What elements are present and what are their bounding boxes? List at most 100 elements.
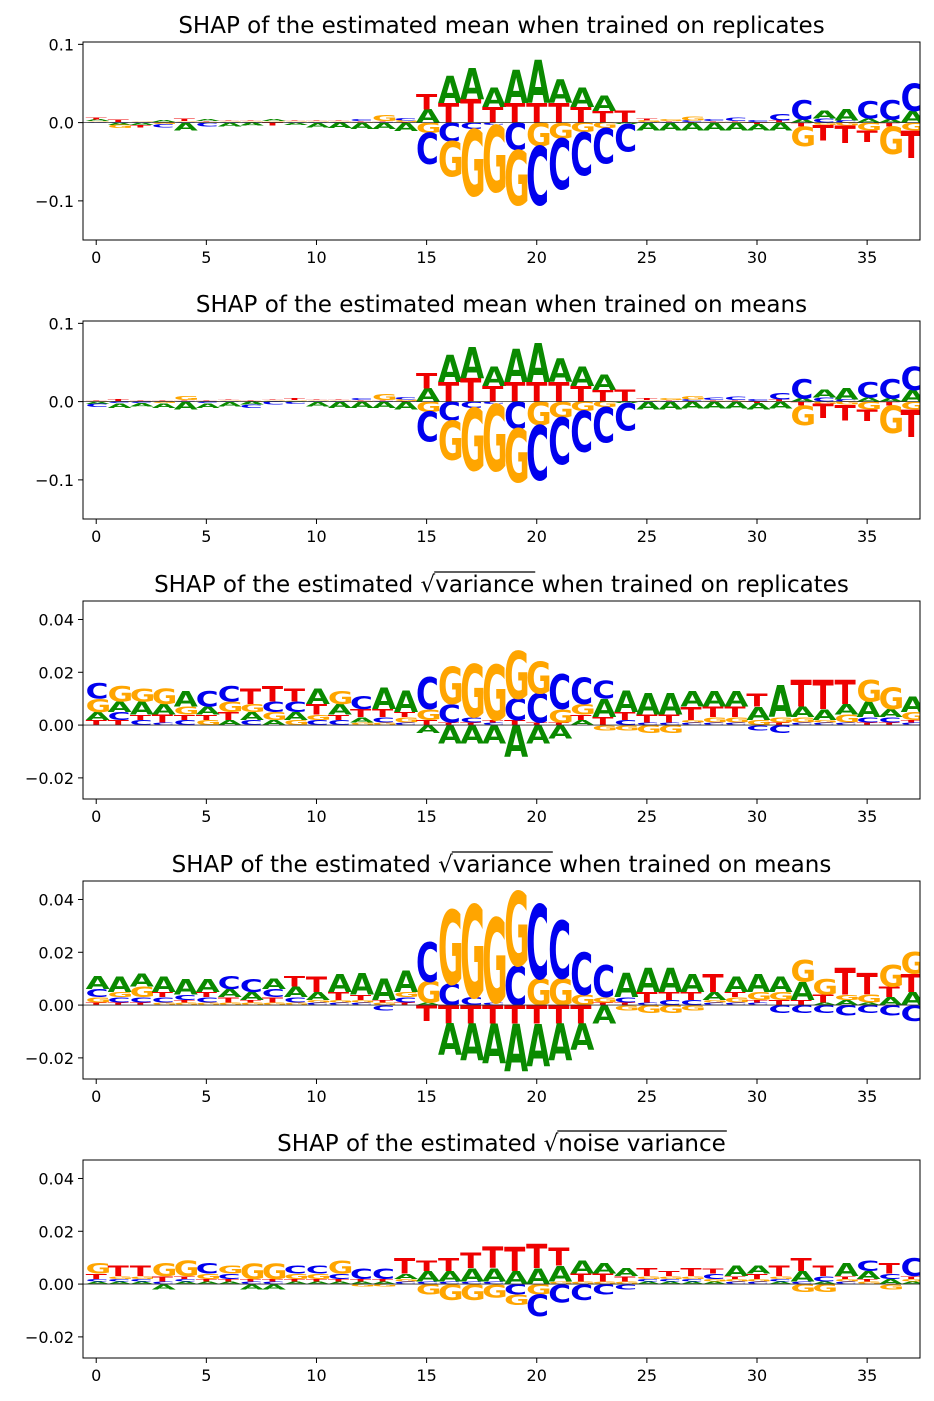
logo-letter-T-pos2: T — [130, 124, 151, 128]
logo-letter-C-pos36: C — [879, 95, 902, 126]
logo-letter-A-pos24: A — [614, 401, 638, 403]
logo-letter-A-pos24: A — [614, 686, 639, 720]
logo-panel-3: SHAP of the estimated √variance when tra… — [25, 571, 924, 826]
logo-letter-T-pos16: T — [438, 1000, 460, 1029]
logo-letter-C-pos20: C — [526, 131, 549, 225]
logo-letter-C-pos17: C — [460, 121, 483, 131]
logo-letter-T-pos32: T — [790, 673, 811, 715]
logo-letter-T-pos3: T — [152, 1275, 174, 1283]
logo-letter-A-pos16: A — [438, 1268, 462, 1285]
y-tick-label: 0.04 — [38, 1169, 74, 1188]
logo-letter-T-pos18: T — [482, 382, 504, 407]
logo-letter-C-pos27: C — [680, 999, 703, 1007]
x-tick-label: 35 — [857, 1087, 877, 1106]
logo-letter-A-pos18: A — [482, 82, 507, 113]
logo-letter-G-pos12: G — [350, 1283, 376, 1287]
logo-letter-C-pos0: C — [86, 1278, 109, 1282]
x-tick-label: 15 — [416, 1087, 436, 1106]
logo-letter-C-pos11: C — [328, 1002, 351, 1006]
logo-letter-A-pos7: A — [240, 710, 264, 723]
logo-letter-G-pos8: G — [262, 400, 288, 401]
logo-letter-T-pos0: T — [86, 719, 108, 727]
logo-letter-A-pos16: A — [438, 348, 462, 392]
logo-panel-2: SHAP of the estimated mean when trained … — [35, 292, 921, 546]
logo-letter-T-pos2: T — [130, 713, 152, 721]
logo-letter-T-pos24: T — [614, 1275, 636, 1283]
logo-letter-T-pos29: T — [724, 1276, 745, 1280]
logo-letter-G-pos36: G — [879, 120, 905, 164]
logo-letter-T-pos2: T — [130, 400, 151, 401]
logo-letter-A-pos35: A — [857, 397, 882, 403]
logo-letter-G-pos24: G — [614, 1004, 640, 1012]
logo-letter-G-pos22: G — [570, 399, 596, 414]
logo-letter-G-pos25: G — [636, 1276, 662, 1280]
logo-letter-C-pos34: C — [835, 120, 858, 124]
logo-letter-C-pos12: C — [350, 1265, 373, 1282]
logo-letter-T-pos21: T — [548, 98, 569, 129]
y-tick-label: 0.02 — [38, 663, 74, 682]
logo-letter-G-pos32: G — [790, 716, 816, 724]
logo-letter-T-pos27: T — [680, 990, 701, 1003]
logo-letter-C-pos10: C — [306, 1264, 329, 1277]
logo-letter-A-pos25: A — [636, 1281, 661, 1285]
logo-letter-G-pos19: G — [504, 136, 530, 224]
logo-letter-T-pos21: T — [548, 1000, 570, 1029]
logo-letter-A-pos30: A — [746, 402, 771, 412]
x-tick-label: 30 — [747, 248, 767, 267]
logo-letter-A-pos26: A — [658, 400, 682, 412]
logo-letter-T-pos16: T — [438, 722, 459, 726]
logo-letter-T-pos34: T — [835, 961, 856, 1003]
logo-letter-C-pos30: C — [746, 120, 769, 122]
logo-letter-A-pos11: A — [328, 1281, 353, 1285]
logo-letter-G-pos31: G — [768, 1276, 794, 1280]
logo-letter-A-pos36: A — [879, 1278, 904, 1286]
logo-letter-G-pos30: G — [746, 990, 772, 1003]
logo-letter-A-pos23: A — [592, 371, 616, 396]
logo-letter-A-pos34: A — [835, 384, 860, 403]
logo-letter-A-pos32: A — [790, 119, 815, 124]
logo-letter-A-pos5: A — [196, 705, 220, 718]
logo-letter-C-pos19: C — [504, 1281, 527, 1298]
logo-letter-C-pos37: C — [901, 722, 924, 726]
logo-letter-A-pos32: A — [790, 703, 814, 720]
logo-letter-T-pos20: T — [526, 1000, 548, 1029]
logo-letter-G-pos5: G — [196, 719, 222, 727]
logo-letter-A-pos14: A — [394, 120, 419, 134]
logo-letter-A-pos6: A — [218, 122, 243, 128]
logo-letter-G-pos33: G — [813, 975, 839, 1000]
logo-letter-A-pos30: A — [746, 1264, 770, 1277]
logo-letter-T-pos0: T — [86, 118, 107, 120]
logo-letter-C-pos29: C — [724, 722, 747, 726]
logo-letter-C-pos7: C — [240, 404, 263, 409]
logo-letter-A-pos5: A — [196, 119, 220, 121]
logo-letter-C-pos3: C — [152, 722, 175, 726]
logo-letter-A-pos1: A — [108, 402, 133, 409]
logo-letter-G-pos3: G — [152, 1259, 178, 1280]
logo-letter-T-pos29: T — [724, 703, 746, 720]
logo-letter-T-pos32: T — [790, 122, 812, 128]
logo-letter-G-pos26: G — [658, 1003, 684, 1016]
x-tick-label: 5 — [201, 1366, 211, 1385]
logo-letter-T-pos19: T — [504, 98, 525, 129]
logo-letter-T-pos28: T — [702, 1267, 724, 1275]
logo-letter-A-pos27: A — [680, 400, 704, 411]
logo-letter-G-pos22: G — [570, 991, 596, 1008]
logo-letter-C-pos15: C — [416, 124, 439, 174]
logo-letter-T-pos25: T — [636, 1266, 657, 1279]
logo-letter-T-pos12: T — [350, 1278, 371, 1282]
logo-letter-C-pos23: C — [592, 397, 615, 454]
logo-letter-T-pos3: T — [152, 400, 173, 401]
logo-letter-G-pos19: G — [504, 640, 530, 715]
logo-letter-G-pos30: G — [746, 719, 772, 727]
logo-letter-G-pos19: G — [504, 1291, 530, 1308]
logo-letter-C-pos28: C — [702, 722, 725, 726]
logo-letter-G-pos17: G — [460, 879, 486, 1027]
logo-letter-G-pos5: G — [196, 1272, 222, 1280]
axes-frame — [82, 1159, 921, 1359]
logo-letter-A-pos12: A — [350, 1281, 375, 1285]
x-tick-label: 35 — [857, 248, 877, 267]
logo-panel-4: SHAP of the estimated √variance when tra… — [25, 851, 921, 1106]
logo-letter-T-pos11: T — [328, 990, 349, 1003]
logo-letter-C-pos4: C — [174, 993, 197, 1001]
